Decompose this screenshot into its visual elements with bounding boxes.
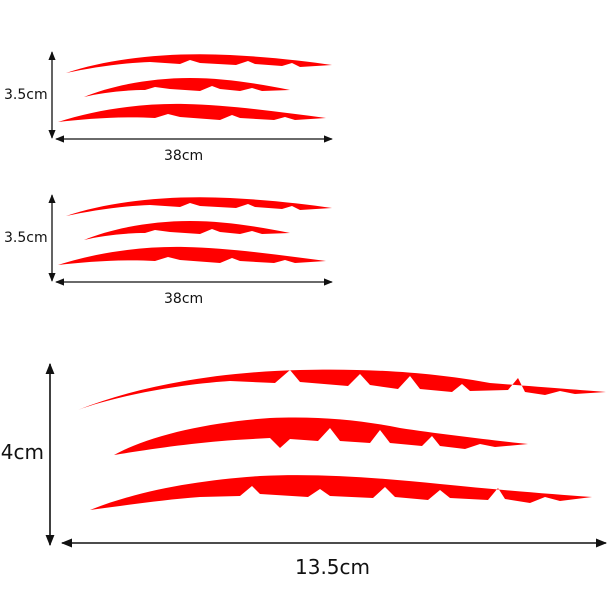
height-label: 3.5cm (4, 87, 48, 103)
decal-set-2 (48, 194, 333, 286)
height-label: 3.5cm (4, 230, 48, 246)
width-label: 38cm (164, 291, 204, 307)
claw-decal-3 (78, 369, 606, 510)
height-label: 34cm (0, 440, 44, 464)
width-label: 38cm (164, 148, 204, 164)
decal-set-1 (48, 51, 333, 143)
claw-decal-2 (58, 197, 332, 265)
width-label: 13.5cm (295, 555, 371, 579)
claw-decal-1 (58, 54, 332, 122)
decal-set-3 (45, 362, 608, 548)
